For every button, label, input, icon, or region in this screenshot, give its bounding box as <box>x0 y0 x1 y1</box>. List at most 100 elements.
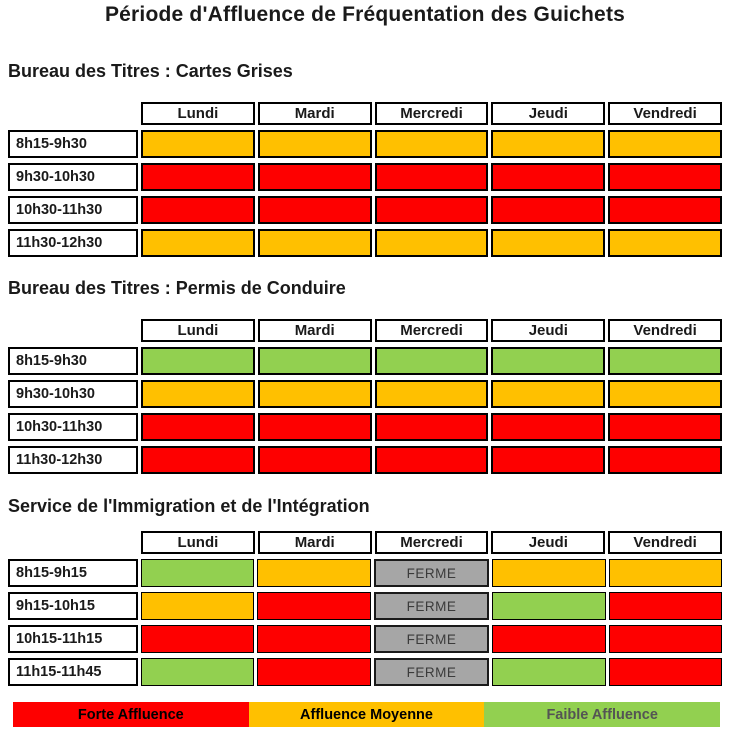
cell-lundi-green <box>141 658 255 686</box>
schedule-table-immigration: Lundi Mardi Mercredi Jeudi Vendredi 8h15-9h15… <box>8 531 723 686</box>
cell-lundi-green <box>141 559 255 587</box>
cell-mardi-orange <box>257 130 372 158</box>
cell-lundi-orange <box>141 380 255 408</box>
table-row: 10h30-11h30 <box>8 413 722 441</box>
cell-mardi-red <box>257 196 372 224</box>
legend-item-forte-affluence: Forte Affluence <box>13 702 249 727</box>
row-label-9h15-10h15: 9h15-10h15 <box>8 592 138 620</box>
table-row: 11h30-12h30 <box>8 229 722 257</box>
table-row: 10h15-11h15 FERME <box>8 625 723 653</box>
cell-mercredi-red <box>374 163 489 191</box>
row-label-9h30-10h30: 9h30-10h30 <box>8 380 138 408</box>
legend-item-faible-affluence: Faible Affluence <box>484 702 721 727</box>
cell-vendredi-red <box>608 592 723 620</box>
table-row: 11h15-11h45 FERME <box>8 658 723 686</box>
row-label-8h15-9h30: 8h15-9h30 <box>8 130 138 158</box>
day-header-vendredi: Vendredi <box>608 102 722 125</box>
cell-mercredi-ferme: FERME <box>373 658 490 686</box>
cell-lundi-red <box>141 196 255 224</box>
row-label-11h15-11h45: 11h15-11h45 <box>8 658 138 686</box>
cell-mardi-orange <box>257 559 371 587</box>
cell-mardi-red <box>257 592 371 620</box>
cell-mardi-red <box>257 658 371 686</box>
cell-vendredi-red <box>608 413 722 441</box>
cell-mardi-orange <box>257 229 372 257</box>
cell-mercredi-ferme: FERME <box>373 559 490 587</box>
cell-lundi-red <box>141 625 255 653</box>
cell-mercredi-red <box>374 446 489 474</box>
cell-mercredi-orange <box>374 130 489 158</box>
page-title: Période d'Affluence de Fréquentation des… <box>104 3 626 26</box>
cell-vendredi-orange <box>608 559 723 587</box>
cell-jeudi-red <box>492 625 606 653</box>
cell-lundi-red <box>141 163 255 191</box>
day-header-mardi: Mardi <box>257 102 372 125</box>
schedule-table-cartes-grises: Lundi Mardi Mercredi Jeudi Vendredi 8h15-9h30… <box>8 102 722 257</box>
row-label-10h30-11h30: 10h30-11h30 <box>8 196 138 224</box>
cell-mercredi-orange <box>374 229 489 257</box>
cell-vendredi-orange <box>608 130 722 158</box>
section-heading-immigration: Service de l'Immigration et de l'Intégra… <box>8 496 370 516</box>
cell-vendredi-red <box>608 196 722 224</box>
cell-mardi-red <box>257 446 372 474</box>
cell-jeudi-orange <box>492 559 606 587</box>
day-header-lundi: Lundi <box>141 319 255 342</box>
section-heading-permis-de-conduire: Bureau des Titres : Permis de Conduire <box>8 278 346 298</box>
row-label-10h30-11h30: 10h30-11h30 <box>8 413 138 441</box>
cell-jeudi-red <box>491 196 606 224</box>
cell-lundi-orange <box>141 592 255 620</box>
cell-jeudi-green <box>491 347 606 375</box>
cell-mercredi-green <box>374 347 489 375</box>
table-row: 10h30-11h30 <box>8 196 722 224</box>
cell-jeudi-red <box>491 446 606 474</box>
day-header-jeudi: Jeudi <box>491 319 606 342</box>
cell-vendredi-red <box>608 163 722 191</box>
table-row: 8h15-9h30 <box>8 347 722 375</box>
legend-item-affluence-moyenne: Affluence Moyenne <box>248 702 485 727</box>
row-label-10h15-11h15: 10h15-11h15 <box>8 625 138 653</box>
cell-jeudi-orange <box>491 380 606 408</box>
day-header-mardi: Mardi <box>257 319 372 342</box>
cell-mercredi-red <box>374 196 489 224</box>
table-header-row: Lundi Mardi Mercredi Jeudi Vendredi <box>8 319 722 342</box>
schedule-table-permis-de-conduire: Lundi Mardi Mercredi Jeudi Vendredi 8h15-9h30… <box>8 319 722 474</box>
cell-mercredi-ferme: FERME <box>373 625 490 653</box>
cell-lundi-orange <box>141 130 255 158</box>
day-header-mercredi: Mercredi <box>374 102 489 125</box>
table-header-row: Lundi Mardi Mercredi Jeudi Vendredi <box>8 102 722 125</box>
cell-vendredi-orange <box>608 380 722 408</box>
row-label-8h15-9h30: 8h15-9h30 <box>8 347 138 375</box>
cell-vendredi-red <box>608 446 722 474</box>
cell-jeudi-red <box>491 413 606 441</box>
cell-mardi-red <box>257 163 372 191</box>
cell-jeudi-orange <box>491 229 606 257</box>
table-row: 11h30-12h30 <box>8 446 722 474</box>
day-header-jeudi: Jeudi <box>491 102 606 125</box>
table-row: 8h15-9h15 FERME <box>8 559 723 587</box>
cell-mercredi-orange <box>374 380 489 408</box>
cell-jeudi-orange <box>491 130 606 158</box>
corner-cell <box>8 531 138 554</box>
row-label-11h30-12h30: 11h30-12h30 <box>8 229 138 257</box>
cell-vendredi-red <box>608 625 723 653</box>
day-header-vendredi: Vendredi <box>608 531 722 554</box>
day-header-mercredi: Mercredi <box>374 531 489 554</box>
day-header-jeudi: Jeudi <box>491 531 606 554</box>
corner-cell <box>8 102 138 125</box>
cell-vendredi-orange <box>608 229 722 257</box>
cell-jeudi-green <box>492 592 606 620</box>
day-header-mercredi: Mercredi <box>374 319 489 342</box>
row-label-11h30-12h30: 11h30-12h30 <box>8 446 138 474</box>
day-header-vendredi: Vendredi <box>608 319 722 342</box>
cell-mardi-red <box>257 625 371 653</box>
table-row: 8h15-9h30 <box>8 130 722 158</box>
cell-lundi-green <box>141 347 255 375</box>
cell-jeudi-green <box>492 658 606 686</box>
table-header-row: Lundi Mardi Mercredi Jeudi Vendredi <box>8 531 722 554</box>
row-label-8h15-9h15: 8h15-9h15 <box>8 559 138 587</box>
day-header-lundi: Lundi <box>141 102 255 125</box>
cell-lundi-orange <box>141 229 255 257</box>
legend: Forte Affluence Affluence Moyenne Faible… <box>13 702 721 727</box>
cell-mardi-red <box>257 413 372 441</box>
